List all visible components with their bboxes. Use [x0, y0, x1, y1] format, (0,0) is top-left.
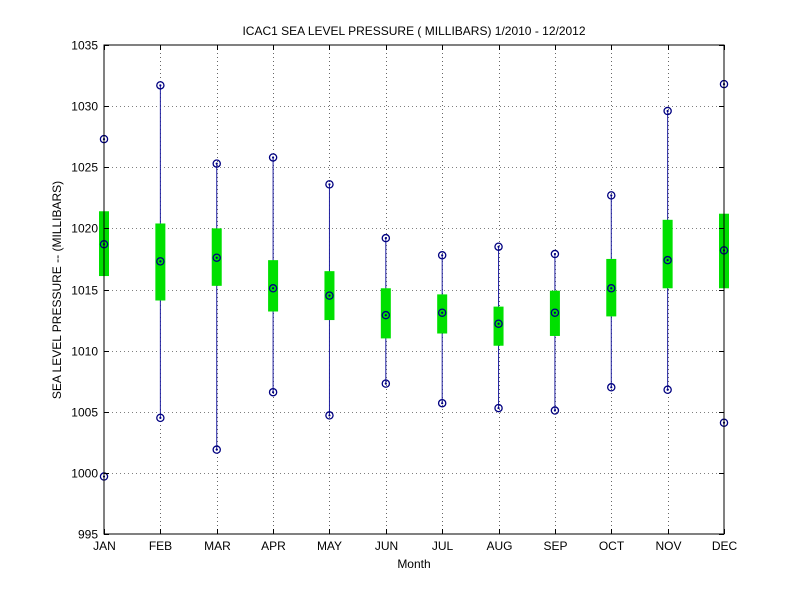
chart-title: ICAC1 SEA LEVEL PRESSURE ( MILLIBARS) 1/…: [242, 24, 585, 38]
median-marker-dot: [610, 287, 613, 290]
min-marker-dot: [159, 416, 162, 419]
median-marker-dot: [384, 314, 387, 317]
y-tick-label: 1035: [71, 39, 98, 53]
max-marker: [268, 153, 278, 162]
box-group-nov: [662, 106, 673, 394]
x-tick-label: JAN: [93, 539, 116, 553]
max-marker-dot: [271, 156, 275, 159]
min-marker: [550, 406, 560, 415]
median-marker: [325, 291, 334, 300]
y-tick-label: 1030: [71, 100, 98, 114]
min-marker: [494, 403, 503, 413]
x-axis-title: Month: [397, 557, 430, 571]
min-marker-dot: [666, 388, 669, 391]
min-marker-dot: [215, 448, 218, 451]
min-marker-dot: [328, 414, 331, 417]
max-marker-dot: [441, 254, 444, 257]
box-group-may: [324, 180, 335, 420]
min-marker: [607, 383, 616, 392]
y-tick-label: 1020: [71, 222, 98, 236]
max-marker-dot: [384, 237, 387, 240]
max-marker-dot: [215, 162, 218, 165]
plot-area: [104, 45, 724, 534]
median-marker: [494, 319, 503, 328]
x-tick-label: OCT: [599, 539, 625, 553]
max-marker: [381, 233, 391, 243]
max-marker: [437, 251, 447, 260]
x-axis-ticks: JAN FEB MAR APR MAY JUN JUL AUG SEP OCT NOV DEC: [93, 45, 737, 553]
median-marker-dot: [666, 259, 669, 262]
median-marker-dot: [328, 294, 331, 297]
median-marker: [437, 308, 447, 317]
max-marker: [550, 249, 560, 259]
median-marker: [381, 310, 391, 320]
median-marker-dot: [215, 256, 218, 259]
box-group-apr: [268, 153, 279, 397]
box-group-jun: [380, 233, 391, 388]
median-marker: [550, 308, 560, 317]
median-marker: [607, 284, 616, 293]
max-marker-dot: [497, 245, 500, 248]
x-tick-label: MAY: [317, 539, 342, 553]
median-marker: [212, 253, 221, 262]
max-marker: [212, 159, 221, 168]
box-group-feb: [155, 81, 166, 423]
y-tick-label: 995: [78, 528, 98, 542]
median-marker: [156, 257, 165, 266]
x-tick-label: DEC: [712, 539, 738, 553]
min-marker-dot: [384, 382, 387, 385]
median-marker-dot: [441, 311, 444, 314]
y-axis-ticks: 995 1000 1005 1010 1015 1020 1025 1030 1035: [71, 39, 724, 542]
y-tick-label: 1015: [71, 284, 98, 298]
median-marker: [663, 255, 672, 265]
max-marker-dot: [159, 84, 162, 87]
x-tick-label: JUN: [375, 539, 398, 553]
min-marker: [663, 385, 672, 394]
min-marker: [268, 387, 278, 397]
x-tick-label: NOV: [655, 539, 681, 553]
max-marker: [325, 180, 334, 189]
min-marker-dot: [610, 386, 613, 389]
box-group-oct: [606, 191, 617, 392]
x-tick-label: JUL: [432, 539, 454, 553]
median-marker-dot: [159, 260, 162, 263]
max-marker-dot: [610, 194, 613, 197]
median-marker-dot: [271, 287, 275, 290]
max-marker: [663, 106, 672, 116]
box-group-aug: [493, 242, 504, 413]
x-tick-label: SEP: [543, 539, 567, 553]
y-axis-title: SEA LEVEL PRESSURE -- (MILLIBARS): [50, 181, 64, 399]
box-group-mar: [211, 159, 222, 454]
min-marker-dot: [271, 391, 275, 394]
max-marker: [607, 191, 616, 200]
y-tick-label: 1005: [71, 406, 98, 420]
min-marker-dot: [497, 406, 500, 410]
box-group-jul: [437, 251, 448, 408]
x-tick-label: FEB: [149, 539, 172, 553]
median-marker-dot: [553, 311, 557, 314]
box-group-sep: [549, 249, 560, 415]
y-tick-label: 1025: [71, 161, 98, 175]
median-marker: [268, 284, 278, 293]
min-marker: [381, 379, 391, 388]
min-marker: [212, 445, 221, 454]
x-tick-label: MAR: [204, 539, 231, 553]
max-marker-dot: [328, 183, 331, 186]
y-tick-label: 1010: [71, 345, 98, 359]
plot-frame: [103, 44, 725, 535]
x-tick-label: APR: [261, 539, 286, 553]
max-marker: [494, 242, 503, 251]
max-marker-dot: [666, 109, 669, 113]
max-marker-dot: [553, 252, 557, 256]
min-marker: [156, 413, 165, 423]
min-marker-dot: [441, 402, 444, 405]
y-tick-label: 1000: [71, 467, 98, 481]
min-marker: [325, 411, 334, 420]
x-tick-label: AUG: [486, 539, 512, 553]
min-marker: [437, 398, 447, 408]
max-marker: [156, 81, 165, 90]
median-marker-dot: [497, 322, 500, 325]
min-marker-dot: [553, 409, 557, 412]
